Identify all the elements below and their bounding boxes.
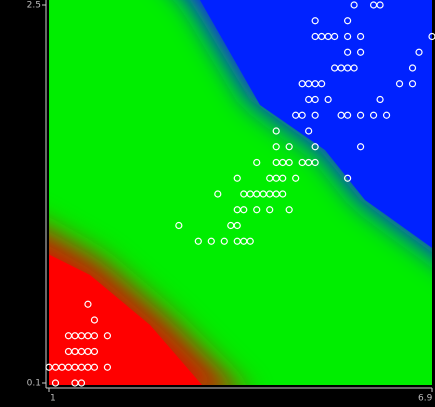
point — [285, 143, 293, 151]
point — [344, 111, 352, 119]
decision-regions — [49, 0, 432, 385]
point — [344, 17, 352, 25]
region-blue-core — [200, 0, 432, 248]
point — [376, 95, 384, 104]
point — [240, 206, 248, 214]
point — [220, 237, 228, 245]
point — [356, 32, 365, 41]
point — [279, 174, 287, 182]
point — [350, 64, 358, 72]
point — [324, 95, 332, 104]
point — [318, 80, 326, 88]
point — [350, 1, 358, 9]
point — [395, 80, 404, 88]
point — [369, 111, 378, 119]
point — [408, 80, 417, 88]
point — [77, 379, 86, 387]
point — [51, 379, 60, 387]
point — [285, 206, 293, 214]
point — [356, 143, 365, 151]
point — [90, 332, 99, 340]
point — [103, 363, 112, 371]
point — [428, 32, 435, 41]
point — [84, 300, 92, 308]
point — [344, 174, 352, 182]
point — [344, 32, 352, 41]
point — [175, 221, 183, 230]
point — [311, 111, 319, 119]
point — [376, 1, 384, 9]
point — [246, 237, 254, 245]
point — [272, 127, 280, 135]
y-tick-label: 2.5 — [27, 1, 41, 11]
point — [311, 158, 319, 167]
point — [408, 64, 417, 72]
y-tick-label: 0.1 — [27, 379, 41, 389]
point — [194, 237, 202, 245]
point — [272, 143, 280, 151]
point — [214, 190, 222, 198]
point — [356, 48, 365, 56]
point — [298, 111, 306, 119]
point — [356, 111, 365, 119]
point — [415, 48, 423, 56]
point — [331, 32, 339, 41]
point — [292, 174, 300, 182]
point — [266, 206, 274, 214]
point — [253, 206, 261, 214]
point — [207, 237, 215, 245]
point — [253, 158, 261, 167]
point — [90, 363, 99, 371]
point — [344, 48, 352, 56]
point — [311, 143, 319, 151]
x-tick-label: 6.9 — [418, 394, 433, 404]
point — [279, 190, 287, 198]
point — [305, 127, 313, 135]
region-red — [49, 254, 202, 385]
point — [233, 221, 241, 230]
point — [90, 347, 99, 356]
point — [285, 158, 293, 167]
point — [382, 111, 391, 119]
point — [233, 174, 241, 182]
point — [103, 332, 112, 340]
point — [311, 17, 319, 25]
x-tick-label: 1 — [50, 394, 56, 404]
point — [90, 316, 99, 324]
point — [311, 95, 319, 104]
